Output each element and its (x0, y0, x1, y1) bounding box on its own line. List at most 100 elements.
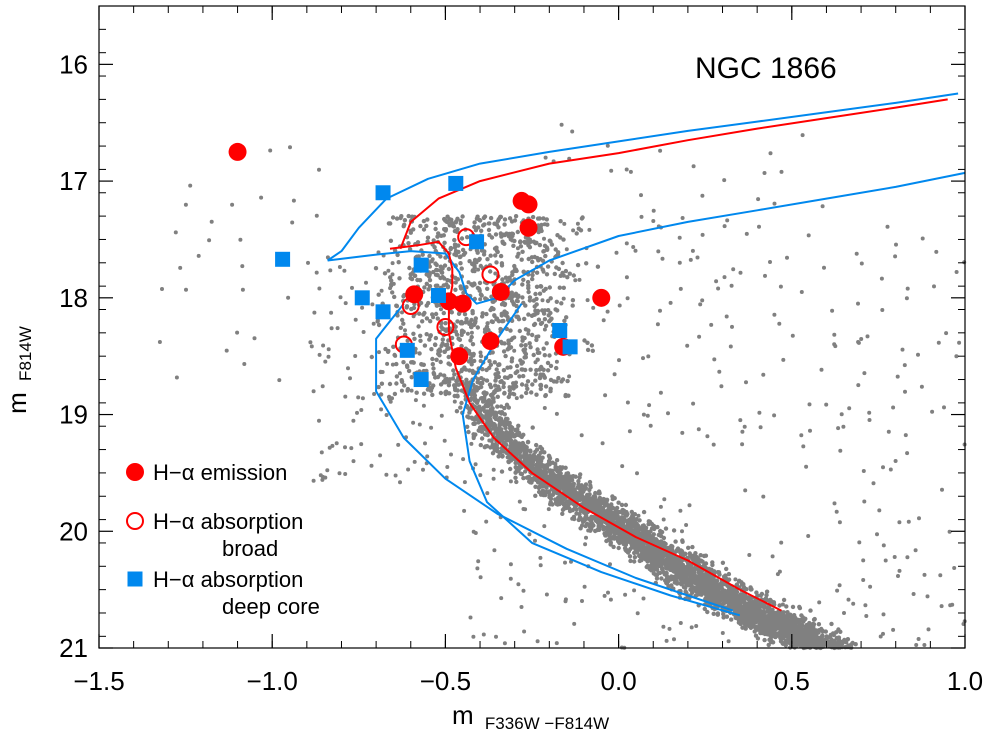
background-star (505, 347, 510, 352)
background-star (470, 308, 475, 314)
background-star (459, 236, 465, 241)
background-star (574, 231, 579, 236)
background-star (501, 384, 506, 390)
background-star (401, 360, 406, 365)
background-star (394, 361, 399, 367)
background-star (173, 230, 178, 235)
background-star (443, 321, 448, 326)
background-star (349, 446, 354, 451)
background-star (806, 233, 811, 238)
background-star (537, 242, 543, 248)
background-star (576, 479, 581, 484)
background-star (881, 612, 886, 617)
background-star (593, 490, 598, 496)
background-star (678, 621, 683, 625)
background-star (638, 541, 643, 546)
background-star (421, 218, 427, 224)
background-star (680, 216, 685, 220)
background-star (785, 615, 790, 620)
background-star (895, 374, 900, 379)
background-star (460, 247, 466, 253)
background-stars (157, 122, 967, 651)
background-star (424, 272, 429, 277)
background-star (531, 352, 536, 358)
background-star (465, 414, 470, 419)
background-star (670, 561, 675, 566)
background-star (325, 255, 330, 260)
background-star (485, 321, 490, 326)
background-star (632, 559, 637, 564)
background-star (575, 491, 580, 496)
background-star (342, 268, 347, 273)
background-star (843, 640, 849, 645)
background-star (917, 516, 921, 521)
background-star (636, 513, 641, 518)
background-star (836, 426, 841, 431)
background-star (498, 231, 503, 236)
background-star (478, 353, 484, 359)
background-star (288, 145, 292, 150)
background-star (653, 537, 659, 542)
background-star (801, 444, 806, 449)
background-star (545, 490, 551, 495)
background-star (506, 394, 511, 400)
background-star (781, 597, 787, 603)
background-star (761, 372, 766, 377)
background-star (744, 380, 748, 385)
background-star (334, 441, 339, 446)
background-star (434, 357, 439, 362)
background-star (520, 249, 525, 254)
background-star (397, 276, 402, 281)
background-star (654, 576, 660, 581)
background-star (799, 433, 804, 438)
background-star (491, 399, 496, 404)
background-star (672, 580, 677, 585)
background-star (697, 334, 702, 339)
background-star (369, 463, 374, 468)
background-star (400, 310, 404, 315)
background-star (496, 384, 501, 389)
background-star (508, 562, 513, 567)
background-star (758, 593, 763, 598)
background-star (396, 260, 401, 265)
background-star (774, 610, 779, 615)
background-star (740, 442, 745, 447)
background-star (370, 302, 375, 307)
background-star (421, 391, 427, 396)
background-star (184, 287, 188, 292)
background-star (698, 553, 703, 558)
background-star (785, 634, 790, 639)
background-star (484, 519, 489, 524)
background-star (545, 264, 551, 269)
background-star (523, 507, 528, 512)
background-star (499, 404, 504, 409)
background-star (728, 344, 733, 349)
background-star (546, 507, 551, 512)
background-star (508, 444, 513, 449)
background-star (429, 425, 434, 430)
background-star (501, 368, 507, 373)
background-star (450, 376, 456, 381)
background-star (527, 456, 532, 461)
background-star (447, 379, 452, 385)
background-star (425, 217, 430, 222)
background-star (538, 284, 543, 289)
background-star (756, 618, 762, 623)
background-star (817, 628, 822, 633)
background-star (560, 475, 565, 480)
background-star (521, 588, 526, 593)
background-star (891, 627, 896, 632)
background-star (790, 333, 795, 338)
background-star (554, 641, 559, 646)
background-star (518, 244, 524, 249)
background-star (441, 233, 446, 238)
background-star (519, 367, 524, 372)
background-star (444, 376, 450, 382)
background-star (408, 228, 413, 233)
background-star (677, 235, 682, 240)
background-star (515, 314, 521, 320)
background-star (670, 576, 675, 582)
background-star (554, 458, 560, 463)
background-star (320, 384, 325, 389)
background-star (514, 363, 520, 369)
